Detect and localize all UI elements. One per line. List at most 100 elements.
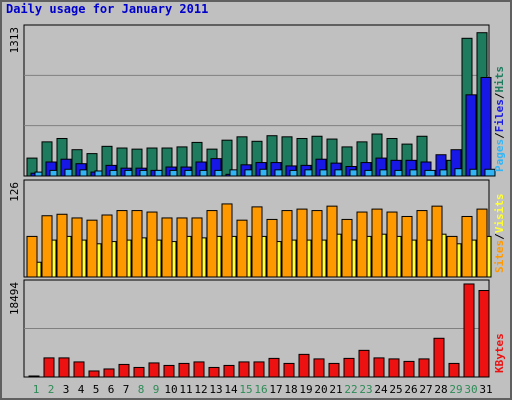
panel-kbytes: 18494 KBytes — [8, 279, 506, 378]
bar-sites-day-14 — [221, 203, 233, 278]
bar-files-day-31 — [480, 76, 492, 177]
bar-pages-day-31 — [484, 168, 496, 177]
bar-sites-day-24 — [371, 208, 383, 278]
day-label-21: 21 — [329, 383, 342, 396]
bar-kbytes-day-26 — [403, 360, 415, 378]
bar-sites-day-15 — [236, 219, 248, 278]
bar-kbytes-day-23 — [358, 349, 370, 378]
panel-kbytes-legend: KBytes — [493, 333, 506, 373]
day-label-20: 20 — [314, 383, 327, 396]
legend-entry-hits: Hits — [493, 66, 506, 93]
day-label-3: 3 — [63, 383, 70, 396]
day-label-23: 23 — [359, 383, 372, 396]
bar-sites-day-31 — [476, 208, 488, 278]
day-label-13: 13 — [209, 383, 222, 396]
bar-kbytes-day-18 — [283, 362, 295, 378]
bar-kbytes-day-7 — [118, 363, 130, 378]
bar-sites-day-5 — [86, 219, 98, 278]
legend-separator: / — [493, 233, 506, 240]
bar-sites-day-8 — [131, 210, 143, 278]
bar-kbytes-day-11 — [178, 362, 190, 378]
bar-kbytes-day-21 — [328, 362, 340, 378]
bar-sites-day-12 — [191, 217, 203, 278]
day-label-25: 25 — [389, 383, 402, 396]
panel-visits: 126 Sites/Visits — [8, 179, 506, 278]
bar-kbytes-day-25 — [388, 358, 400, 378]
bar-kbytes-day-12 — [193, 361, 205, 378]
day-label-17: 17 — [269, 383, 282, 396]
bar-sites-day-19 — [296, 208, 308, 278]
day-label-2: 2 — [48, 383, 55, 396]
bar-sites-day-29 — [446, 235, 458, 278]
day-label-10: 10 — [164, 383, 177, 396]
bar-kbytes-day-1 — [28, 375, 40, 378]
panel-hits: 1313 Pages/Files/Hits — [8, 24, 506, 177]
day-label-27: 27 — [419, 383, 432, 396]
bar-sites-day-20 — [311, 210, 323, 278]
bar-sites-day-11 — [176, 217, 188, 278]
day-label-29: 29 — [449, 383, 462, 396]
bar-sites-day-30 — [461, 215, 473, 278]
bar-sites-day-21 — [326, 205, 338, 278]
day-label-12: 12 — [194, 383, 207, 396]
bar-sites-day-23 — [356, 211, 368, 278]
day-label-6: 6 — [108, 383, 115, 396]
bar-sites-day-2 — [41, 215, 53, 278]
day-label-19: 19 — [299, 383, 312, 396]
day-label-26: 26 — [404, 383, 417, 396]
legend-separator: / — [493, 132, 506, 139]
bar-kbytes-day-15 — [238, 361, 250, 378]
bar-kbytes-day-9 — [148, 362, 160, 378]
day-label-14: 14 — [224, 383, 238, 396]
bar-sites-day-1 — [26, 235, 38, 278]
bar-sites-day-28 — [431, 205, 443, 278]
bar-sites-day-10 — [161, 217, 173, 278]
bar-sites-day-9 — [146, 211, 158, 278]
bar-kbytes-day-8 — [133, 366, 145, 378]
bar-sites-day-18 — [281, 210, 293, 278]
legend-entry-pages: Pages — [493, 139, 506, 172]
day-label-18: 18 — [284, 383, 297, 396]
day-label-1: 1 — [33, 383, 40, 396]
bar-pages-day-27 — [424, 169, 436, 177]
bar-sites-day-17 — [266, 218, 278, 278]
day-label-16: 16 — [254, 383, 267, 396]
day-label-30: 30 — [464, 383, 477, 396]
bar-kbytes-day-10 — [163, 364, 175, 378]
bar-kbytes-day-3 — [58, 357, 70, 378]
bar-sites-day-7 — [116, 210, 128, 278]
bar-sites-day-13 — [206, 210, 218, 278]
day-label-8: 8 — [138, 383, 145, 396]
panel-visits-legend: Sites/Visits — [493, 194, 506, 274]
panel-hits-legend: Pages/Files/Hits — [493, 66, 506, 172]
day-label-15: 15 — [239, 383, 252, 396]
bar-kbytes-day-29 — [448, 362, 460, 378]
bar-kbytes-day-20 — [313, 358, 325, 378]
bar-kbytes-day-16 — [253, 361, 265, 378]
bar-kbytes-day-2 — [43, 357, 55, 378]
bar-sites-day-22 — [341, 218, 353, 278]
bar-sites-day-25 — [386, 211, 398, 278]
bar-sites-day-4 — [71, 217, 83, 278]
bar-kbytes-day-24 — [373, 357, 385, 378]
bar-kbytes-day-5 — [88, 370, 100, 378]
day-label-5: 5 — [93, 383, 100, 396]
bar-kbytes-day-28 — [433, 337, 445, 378]
bar-sites-day-3 — [56, 213, 68, 278]
bar-kbytes-day-27 — [418, 358, 430, 378]
bar-sites-day-6 — [101, 214, 113, 278]
day-label-28: 28 — [434, 383, 447, 396]
panel-hits-ymax-label: 1313 — [8, 27, 21, 54]
chart-title: Daily usage for January 2011 — [6, 2, 209, 16]
day-label-24: 24 — [374, 383, 388, 396]
bar-kbytes-day-14 — [223, 364, 235, 378]
panel-visits-ymax-label: 126 — [8, 182, 21, 202]
bar-kbytes-day-19 — [298, 353, 310, 378]
legend-entry-visits: Visits — [493, 194, 506, 234]
bar-files-day-30 — [465, 94, 477, 177]
legend-entry-sites: Sites — [493, 240, 506, 273]
bar-kbytes-day-22 — [343, 357, 355, 378]
day-label-22: 22 — [344, 383, 357, 396]
bar-sites-day-16 — [251, 206, 263, 278]
legend-separator: / — [493, 92, 506, 99]
